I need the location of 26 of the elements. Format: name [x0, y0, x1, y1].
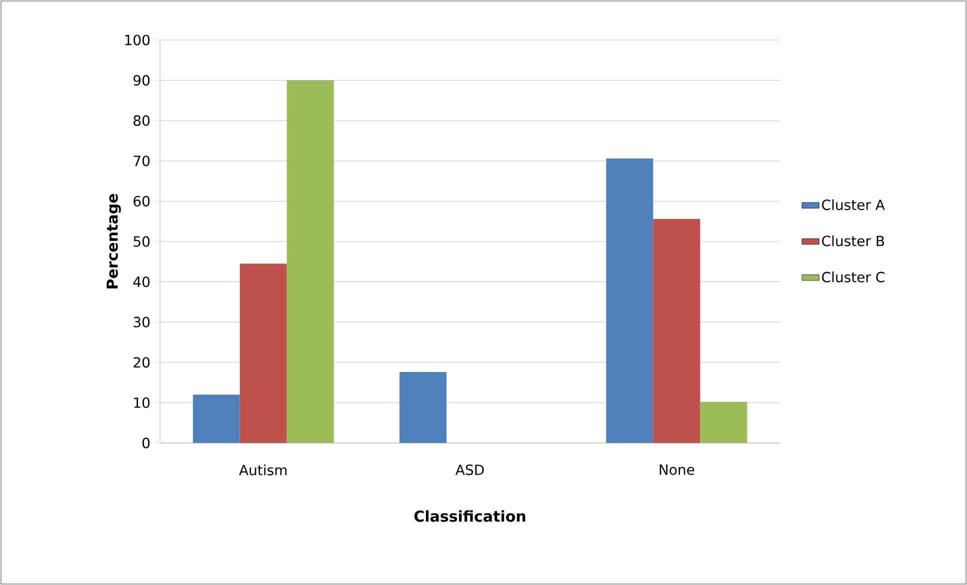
bar	[653, 218, 700, 443]
y-tick-label: 0	[142, 438, 150, 448]
x-axis-title: Classification	[414, 510, 526, 522]
y-tick-label: 80	[134, 115, 150, 126]
y-tick-label: 10	[134, 397, 150, 408]
legend-label: Cluster C	[822, 272, 884, 282]
bar	[192, 394, 240, 443]
y-tick-label: 50	[134, 236, 150, 247]
y-tick-label: 40	[133, 276, 150, 288]
y-tick-label: 30	[134, 316, 150, 328]
bar	[606, 158, 654, 443]
bar	[400, 372, 447, 443]
y-tick-label: 70	[134, 156, 150, 166]
bar	[286, 80, 334, 443]
legend-label: Cluster B	[822, 235, 884, 246]
y-tick-label: 90	[134, 74, 150, 86]
y-tick-label: 20	[134, 357, 150, 368]
bar	[240, 264, 287, 443]
x-tick-label: ASD	[455, 464, 484, 476]
y-axis-title: Percentage	[106, 194, 121, 288]
x-tick-label: None	[660, 464, 694, 475]
y-tick-label: 60	[134, 196, 150, 206]
y-tick-label: 100	[125, 34, 150, 46]
legend-label: Cluster A	[822, 199, 885, 210]
x-tick-label: Autism	[239, 464, 287, 476]
bar	[700, 402, 748, 443]
